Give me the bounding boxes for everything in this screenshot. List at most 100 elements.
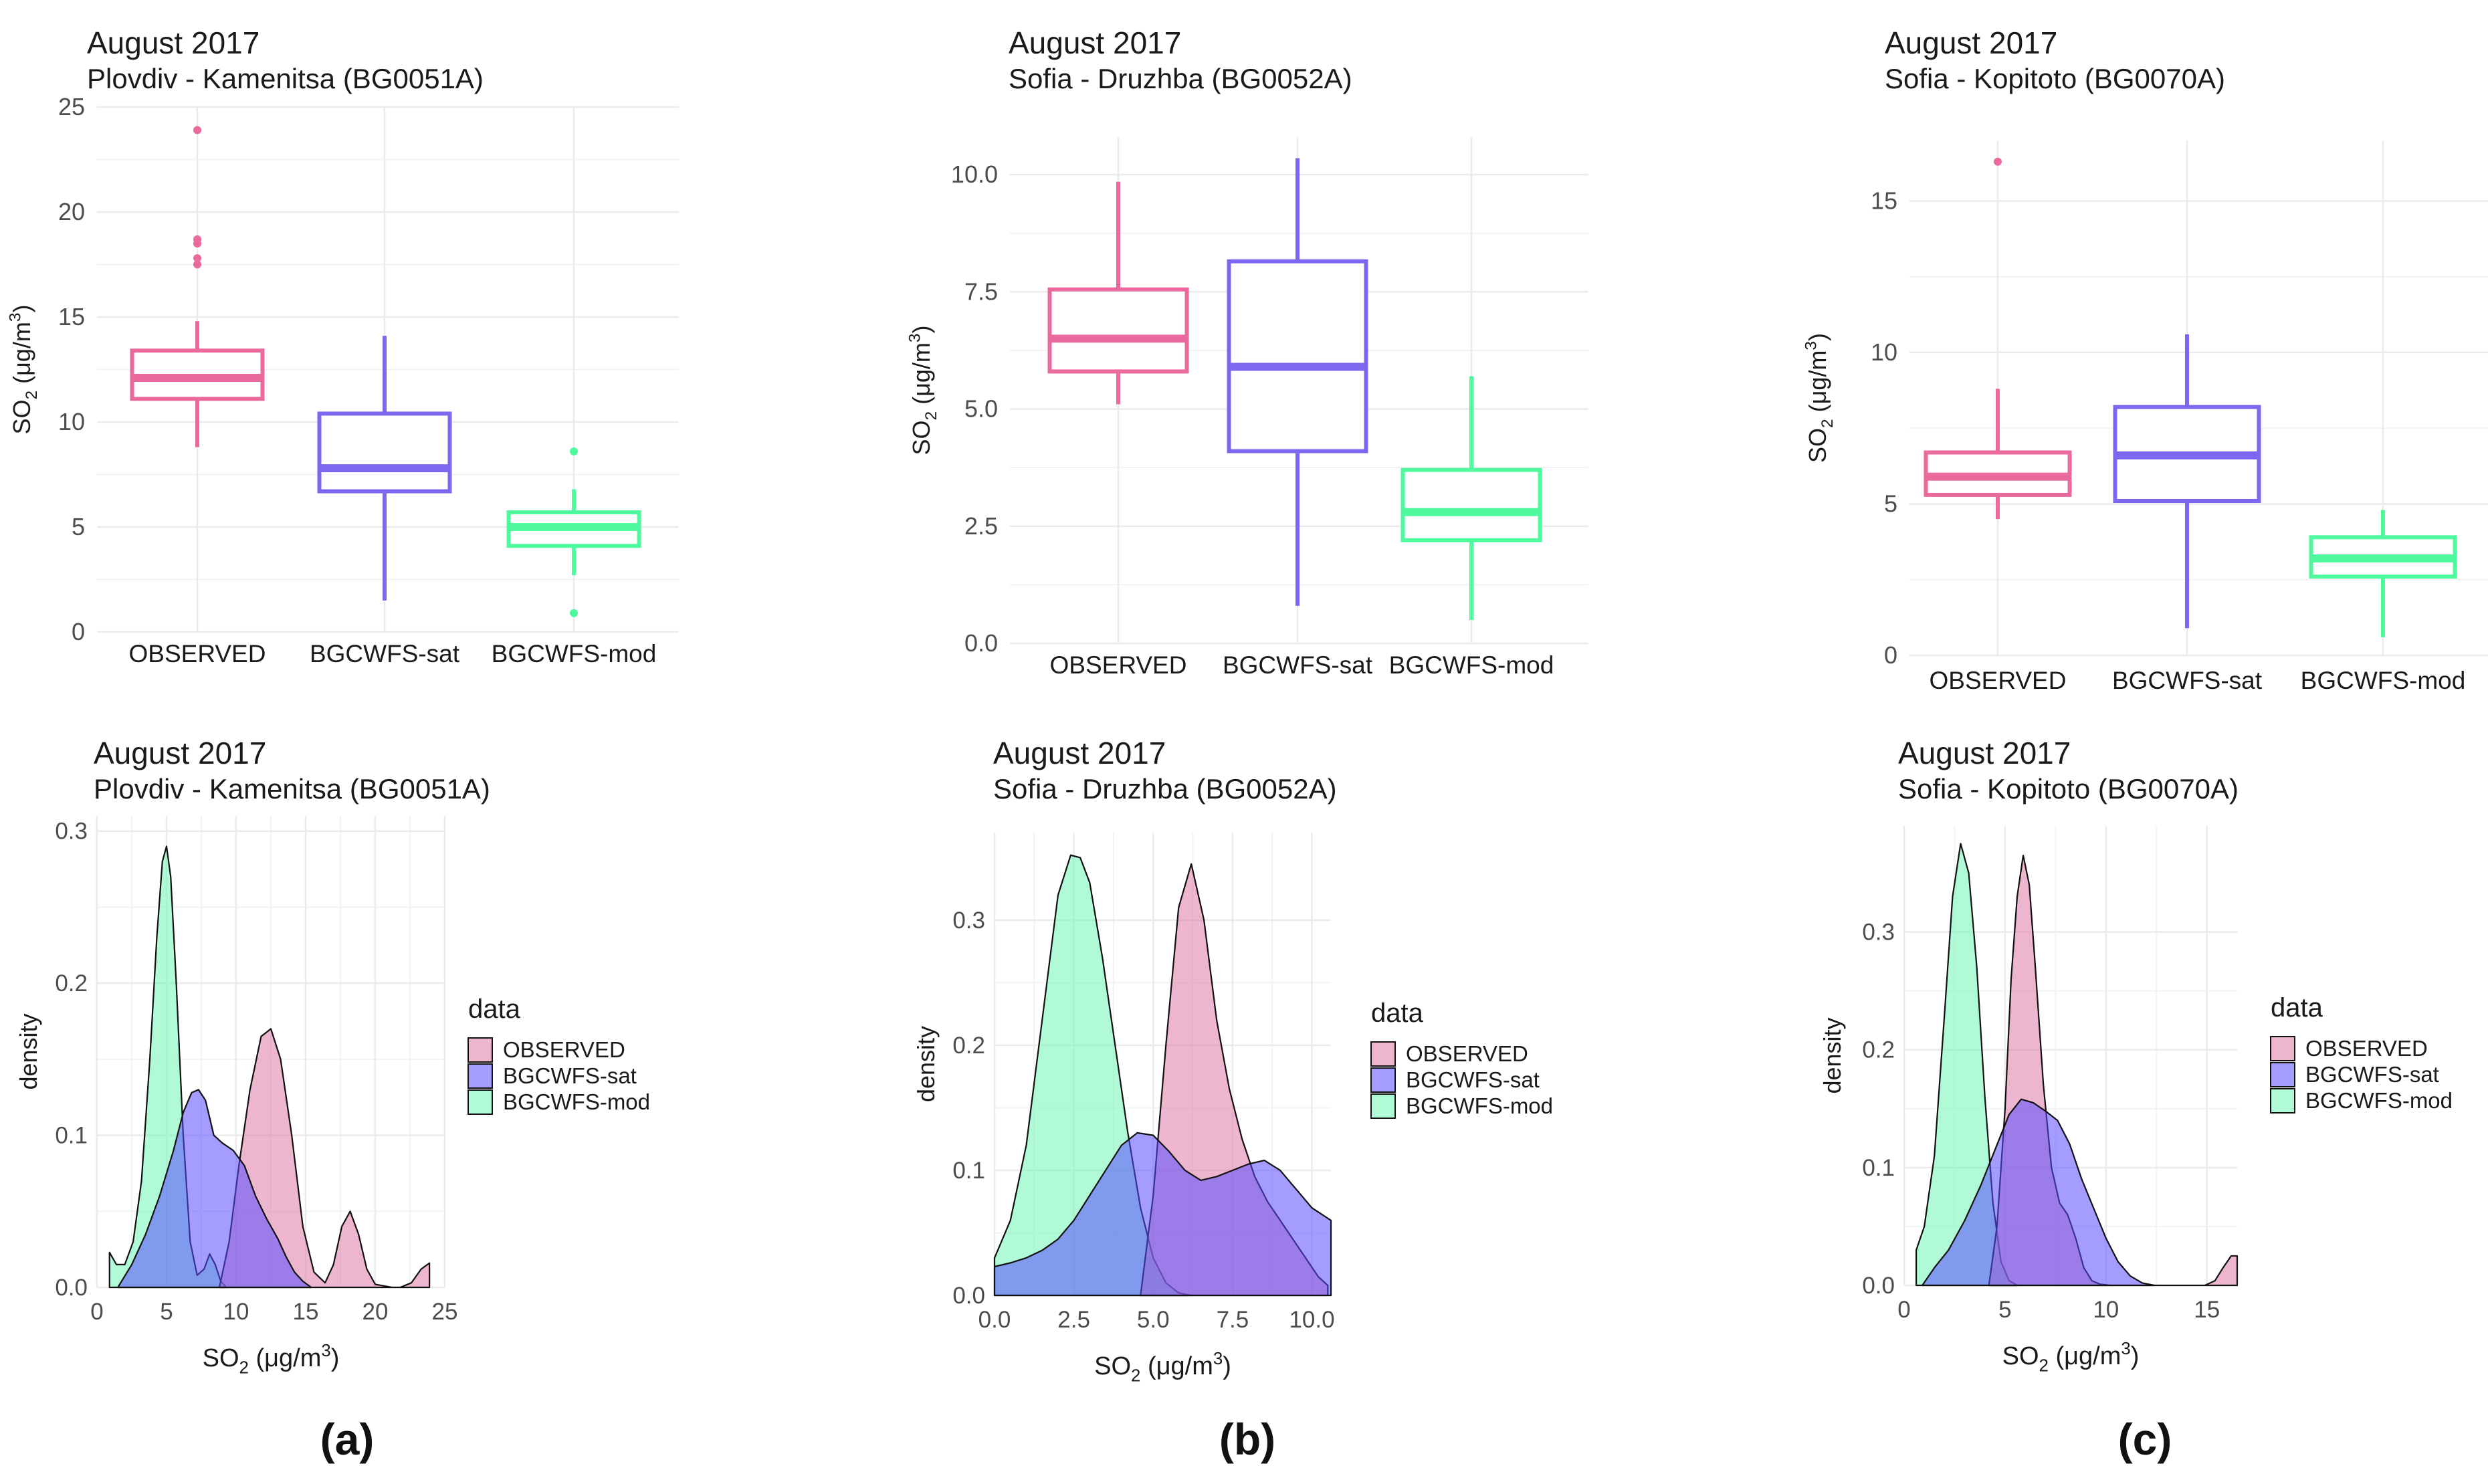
y-tick-label: 0.2 (952, 1033, 985, 1059)
density-area-BGCWFS-sat (117, 1089, 312, 1289)
category-label: BGCWFS-sat (1223, 651, 1373, 679)
x-axis-label: SO2 (μg/m3) (203, 1342, 340, 1378)
x-tick-label: 5 (160, 1299, 173, 1325)
x-tick-label: 0 (1897, 1297, 1910, 1323)
chart-title: August 2017 (87, 25, 260, 60)
x-tick-label: 20 (362, 1299, 389, 1325)
y-tick-label: 0.2 (1862, 1037, 1895, 1063)
y-tick-label: 20 (58, 198, 85, 225)
category-label: BGCWFS-mod (1389, 651, 1554, 679)
density-dens-a: 0.0 0.1 0.2 0.3 0 5 10 15 20 25 August 2017Plovdiv… (15, 736, 650, 1378)
legend-label: BGCWFS-mod (2305, 1088, 2453, 1113)
y-tick-label: 0.0 (55, 1275, 88, 1301)
chart-title: August 2017 (1885, 25, 2057, 60)
x-tick-label: 10 (2093, 1297, 2119, 1323)
y-tick-label: 10 (1871, 338, 1897, 366)
y-tick-label: 10 (58, 408, 85, 435)
legend-key-BGCWFS-mod (1370, 1093, 1396, 1119)
y-tick-label: 0.1 (55, 1123, 88, 1149)
category-label: OBSERVED (1930, 667, 2067, 694)
y-tick-label: 0.3 (952, 908, 985, 934)
legend-label: BGCWFS-sat (2305, 1062, 2439, 1087)
chart-subtitle: Sofia - Druzhba (BG0052A) (1009, 63, 1352, 94)
chart-subtitle: Sofia - Kopitoto (BG0070A) (1885, 63, 2225, 94)
x-tick-label: 2.5 (1057, 1307, 1090, 1333)
y-tick-label: 0.3 (1862, 920, 1895, 946)
chart-subtitle: Sofia - Druzhba (BG0052A) (993, 773, 1337, 805)
legend-label: BGCWFS-mod (1406, 1093, 1553, 1118)
y-tick-label: 10.0 (951, 161, 998, 188)
y-tick-label: 5 (72, 513, 85, 540)
y-tick-label: 0.1 (952, 1158, 985, 1184)
y-tick-label: 15 (58, 303, 85, 330)
x-tick-label: 25 (432, 1299, 458, 1325)
legend-title: data (2271, 993, 2323, 1023)
legend-key-BGCWFS-sat (2270, 1062, 2295, 1087)
y-tick-label: 0.1 (1862, 1155, 1895, 1181)
legend-key-BGCWFS-sat (468, 1063, 493, 1089)
legend-key-OBSERVED (468, 1037, 493, 1063)
chart-subtitle: Sofia - Kopitoto (BG0070A) (1898, 773, 2239, 805)
legend-key-OBSERVED (1370, 1041, 1396, 1067)
outlier-point (193, 126, 201, 134)
category-label: OBSERVED (129, 640, 266, 667)
y-tick-label: 0.0 (1862, 1273, 1895, 1299)
panel-label: (c) (2118, 1414, 2172, 1464)
boxplot-box-b: 0.0 2.5 5.0 7.5 10.0 OBSERVED BGCWFS-sat BGCWFS… (906, 25, 1588, 679)
legend-label: BGCWFS-mod (503, 1089, 650, 1114)
category-label: BGCWFS-sat (310, 640, 460, 667)
y-tick-label: 0.0 (952, 1283, 985, 1309)
outlier-point (193, 260, 201, 269)
outlier-point (1994, 157, 2002, 166)
y-tick-label: 2.5 (964, 512, 998, 540)
y-axis-label: SO2 (μg/m3) (906, 326, 940, 455)
density-area-BGCWFS-sat (1922, 1098, 2156, 1287)
y-axis-label: density (1819, 1017, 1846, 1093)
x-tick-label: 0.0 (978, 1307, 1011, 1333)
legend-label: OBSERVED (2305, 1036, 2428, 1061)
boxplot-box-a: 0 5 10 15 20 25 OBSERVED BGCWFS-sat BGCWFS-mod Au… (7, 25, 679, 667)
y-tick-label: 25 (58, 93, 85, 120)
legend-label: BGCWFS-sat (1406, 1067, 1540, 1092)
legend-key-BGCWFS-sat (1370, 1067, 1396, 1093)
outlier-point (570, 609, 578, 617)
chart-subtitle: Plovdiv - Kamenitsa (BG0051A) (87, 63, 484, 94)
x-tick-label: 10.0 (1289, 1307, 1334, 1333)
density-area-OBSERVED (218, 1028, 431, 1289)
legend-key-BGCWFS-mod (2270, 1088, 2295, 1114)
y-tick-label: 5 (1884, 490, 1897, 518)
y-tick-label: 15 (1871, 187, 1897, 215)
chart-subtitle: Plovdiv - Kamenitsa (BG0051A) (94, 773, 490, 805)
y-axis-label: SO2 (μg/m3) (7, 305, 41, 435)
chart-title: August 2017 (94, 736, 266, 770)
chart-title: August 2017 (1009, 25, 1181, 60)
x-tick-label: 15 (293, 1299, 319, 1325)
y-axis-label: density (15, 1013, 42, 1089)
outlier-point (193, 235, 201, 243)
y-axis-label: density (912, 1026, 940, 1102)
x-tick-label: 0 (90, 1299, 103, 1325)
legend-title: data (1371, 998, 1424, 1028)
boxplot-box-c: 0 5 10 15 OBSERVED BGCWFS-sat BGCWFS-mod August… (1802, 25, 2488, 694)
category-label: BGCWFS-sat (2112, 667, 2263, 694)
y-tick-label: 0 (1884, 641, 1897, 669)
category-label: BGCWFS-mod (2301, 667, 2466, 694)
legend-label: OBSERVED (1406, 1041, 1528, 1066)
y-tick-label: 0.2 (55, 970, 88, 996)
x-tick-label: 5 (1998, 1297, 2011, 1323)
x-tick-label: 5.0 (1137, 1307, 1170, 1333)
chart-title: August 2017 (993, 736, 1166, 770)
box-BGCWFS-sat (317, 411, 452, 494)
density-area-BGCWFS-sat (993, 1132, 1332, 1297)
y-tick-label: 0 (72, 618, 85, 645)
x-tick-label: 10 (223, 1299, 249, 1325)
x-tick-label: 15 (2194, 1297, 2220, 1323)
box-BGCWFS-sat (1227, 259, 1368, 453)
box-BGCWFS-mod (1401, 467, 1542, 542)
box-OBSERVED (1047, 287, 1189, 374)
